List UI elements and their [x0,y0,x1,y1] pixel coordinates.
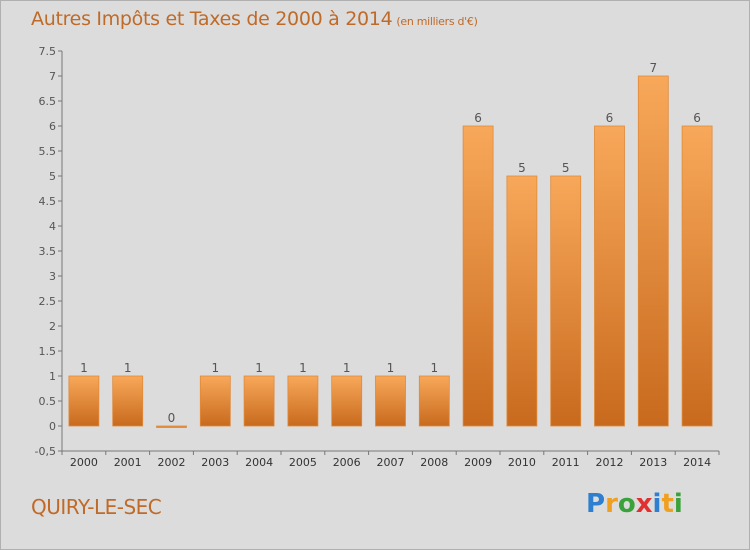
x-tick-label: 2005 [289,456,317,469]
x-tick-label: 2013 [639,456,667,469]
bar-2000 [68,375,100,427]
y-tick-label: 4 [49,220,56,233]
y-tick-label: 3.5 [39,245,57,258]
x-tick-label: 2012 [596,456,624,469]
bar-2007 [375,375,406,427]
bar-2002 [156,425,187,428]
bar-2010 [506,175,538,427]
y-tick-label: 2 [49,320,56,333]
data-label: 1 [343,361,351,375]
data-label: 5 [518,161,526,175]
y-tick-label: 0.5 [39,395,57,408]
data-label: 1 [387,361,395,375]
bar-2009 [462,125,494,427]
data-label: 7 [649,61,657,75]
y-tick-label: 5 [49,170,56,183]
y-tick-label: 3 [49,270,56,283]
data-label: 6 [693,111,701,125]
y-tick-label: 5.5 [39,145,57,158]
data-label: 1 [255,361,263,375]
x-tick-label: 2006 [333,456,361,469]
x-tick-label: 2009 [464,456,492,469]
y-tick-label: 0 [49,420,56,433]
logo-letter: x [635,489,653,519]
x-tick-label: 2014 [683,456,711,469]
bar-2006 [331,375,363,427]
data-label: 1 [299,361,307,375]
data-label: 1 [211,361,219,375]
bar-2005 [287,375,319,427]
bar-2003 [199,375,231,427]
location-name: QUIRY-LE-SEC [31,495,162,519]
bar-2004 [243,375,275,427]
data-label: 6 [606,111,614,125]
logo-letter: r [605,489,618,519]
x-tick-label: 2007 [377,456,405,469]
logo-letter: t [661,489,674,519]
bar-2014 [681,125,713,427]
data-label: 1 [80,361,88,375]
y-tick-label: -0,5 [35,445,56,458]
x-tick-label: 2000 [70,456,98,469]
y-tick-label: 7.5 [39,45,57,58]
data-label: 0 [168,411,176,425]
x-tick-label: 2002 [158,456,186,469]
bar-2011 [550,175,582,427]
x-tick-label: 2004 [245,456,273,469]
y-tick-label: 7 [49,70,56,83]
logo-letter: i [652,489,662,519]
y-tick-label: 1 [49,370,56,383]
x-tick-label: 2010 [508,456,536,469]
data-label: 1 [124,361,132,375]
x-tick-label: 2008 [420,456,448,469]
chart-title: Autres Impôts et Taxes de 2000 à 2014 (en… [31,8,478,30]
y-tick-label: 1.5 [39,345,57,358]
logo-letter: o [617,489,636,519]
logo-letter: i [673,489,683,519]
proxiti-logo[interactable]: Proxiti [586,489,683,519]
x-tick-label: 2011 [552,456,580,469]
data-label: 1 [430,361,438,375]
data-label: 5 [562,161,570,175]
logo-letter: P [586,489,606,519]
title-text: Autres Impôts et Taxes de 2000 à 2014 [31,8,393,30]
data-label: 6 [474,111,482,125]
title-unit: (en milliers d'€) [396,15,478,28]
bar-2001 [112,375,144,427]
y-tick-label: 2.5 [39,295,57,308]
bar-2012 [594,125,625,427]
y-tick-label: 6 [49,120,56,133]
y-tick-label: 6.5 [39,95,57,108]
x-tick-label: 2003 [201,456,229,469]
x-tick-label: 2001 [114,456,142,469]
bar-2013 [637,75,669,427]
bar-2008 [418,375,450,427]
y-tick-label: 4.5 [39,195,57,208]
